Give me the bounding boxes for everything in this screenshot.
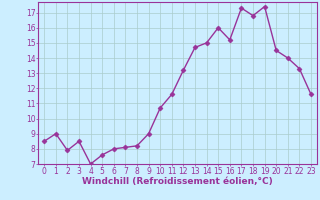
X-axis label: Windchill (Refroidissement éolien,°C): Windchill (Refroidissement éolien,°C) bbox=[82, 177, 273, 186]
